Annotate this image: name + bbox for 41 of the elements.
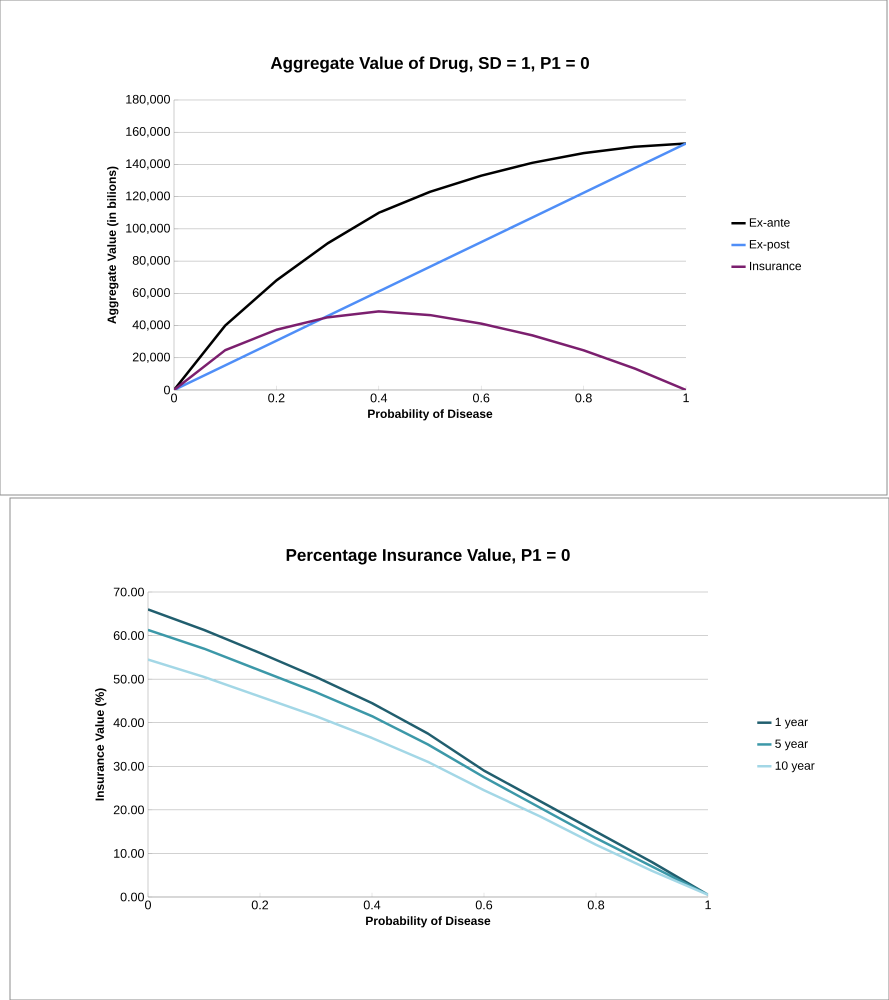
legend-label: Ex-post	[750, 240, 790, 251]
y-tick-label: 160,000	[126, 127, 170, 138]
legend-label: Insurance	[750, 262, 802, 270]
chart-title: Aggregate Value of Drug, SD = 1, P1 = 0	[270, 56, 589, 72]
x-tick-label: 1	[705, 900, 711, 910]
y-tick-label: 100,000	[126, 224, 170, 234]
y-tick-label: 40,000	[132, 320, 170, 331]
y-axis-title: Insurance Value (%)	[95, 688, 106, 800]
chart-title: Percentage Insurance Value, P1 = 0	[286, 548, 570, 564]
x-tick-label: 0.2	[252, 900, 268, 910]
x-tick-label: 0.8	[588, 900, 604, 910]
x-tick-label: 1	[683, 394, 689, 402]
x-axis-title: Probability of Disease	[368, 409, 492, 420]
y-tick-label: 80,000	[132, 256, 170, 266]
x-tick-label: 0	[171, 394, 177, 402]
y-tick-label: 70.00	[114, 588, 144, 596]
legend-label: 5 year	[775, 740, 808, 750]
y-tick-label: 0.00	[120, 892, 144, 902]
y-tick-label: 50.00	[114, 674, 144, 684]
x-tick-label: 0.4	[364, 900, 380, 910]
y-tick-label: 120,000	[126, 192, 170, 202]
y-tick-label: 10.00	[114, 849, 144, 858]
x-tick-label: 0.6	[476, 900, 492, 910]
y-tick-label: 0	[164, 386, 170, 394]
x-axis-title: Probability of Disease	[366, 916, 490, 928]
x-tick-label: 0.6	[473, 394, 490, 402]
legend-label: 10 year	[776, 761, 815, 772]
y-tick-label: 60,000	[132, 288, 170, 298]
y-axis-title: Aggregate Value (in bilions)	[107, 166, 118, 324]
y-tick-label: 60.00	[114, 631, 144, 640]
y-tick-label: 20,000	[132, 352, 170, 363]
y-tick-label: 30.00	[114, 762, 144, 771]
legend-label: Ex-ante	[750, 218, 790, 227]
x-tick-label: 0.2	[268, 394, 284, 402]
y-tick-label: 40.00	[113, 718, 144, 728]
legend-label: 1 year	[776, 718, 808, 729]
y-tick-label: 140,000	[126, 159, 170, 170]
y-tick-label: 180,000	[126, 94, 170, 106]
x-tick-label: 0.4	[370, 394, 388, 402]
x-tick-label: 0.8	[575, 394, 592, 402]
y-tick-label: 20.00	[114, 805, 144, 814]
